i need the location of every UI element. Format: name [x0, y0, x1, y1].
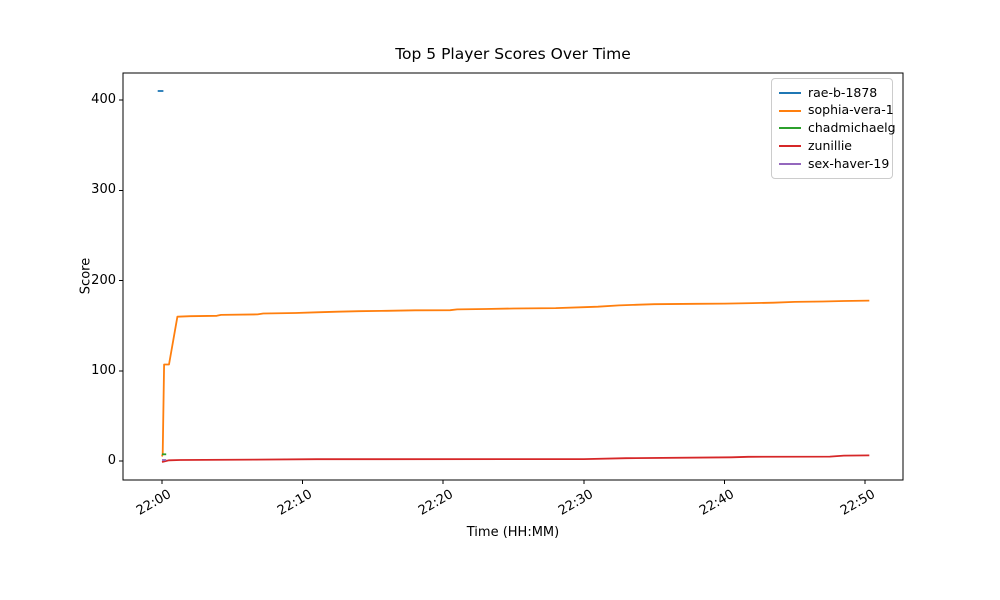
legend-item: rae-b-1878	[779, 84, 885, 102]
chart-title: Top 5 Player Scores Over Time	[395, 45, 631, 63]
legend-line-swatch-icon	[779, 127, 801, 130]
y-tick-label: 300	[91, 182, 116, 198]
legend-label: rae-b-1878	[808, 84, 878, 100]
legend-line-swatch-icon	[779, 163, 801, 166]
series-line-zunillie	[161, 454, 870, 463]
legend-label: sex-haver-19	[808, 155, 890, 171]
y-tick-label: 200	[91, 272, 116, 288]
legend-line-swatch-icon	[779, 91, 801, 94]
legend-line-swatch-icon	[779, 145, 801, 148]
legend-item: sex-haver-19	[779, 155, 889, 173]
series-line-sophia-vera-1	[161, 299, 870, 457]
legend-item: sophia-vera-1	[779, 102, 894, 120]
legend: rae-b-1878 sophia-vera-1 chadmichaelg zu…	[771, 78, 896, 179]
x-axis-label: Time (HH:MM)	[466, 525, 560, 540]
plot-area-border	[122, 72, 904, 481]
y-tick-label: 400	[91, 92, 116, 108]
y-tick-label: 0	[107, 453, 116, 469]
legend-line-swatch-icon	[779, 109, 801, 112]
legend-label: zunillie	[808, 138, 852, 154]
y-tick-label: 100	[91, 362, 116, 378]
legend-item: chadmichaelg	[779, 120, 896, 138]
legend-item: zunillie	[779, 137, 885, 155]
legend-label: chadmichaelg	[808, 120, 896, 136]
legend-label: sophia-vera-1	[808, 102, 894, 118]
